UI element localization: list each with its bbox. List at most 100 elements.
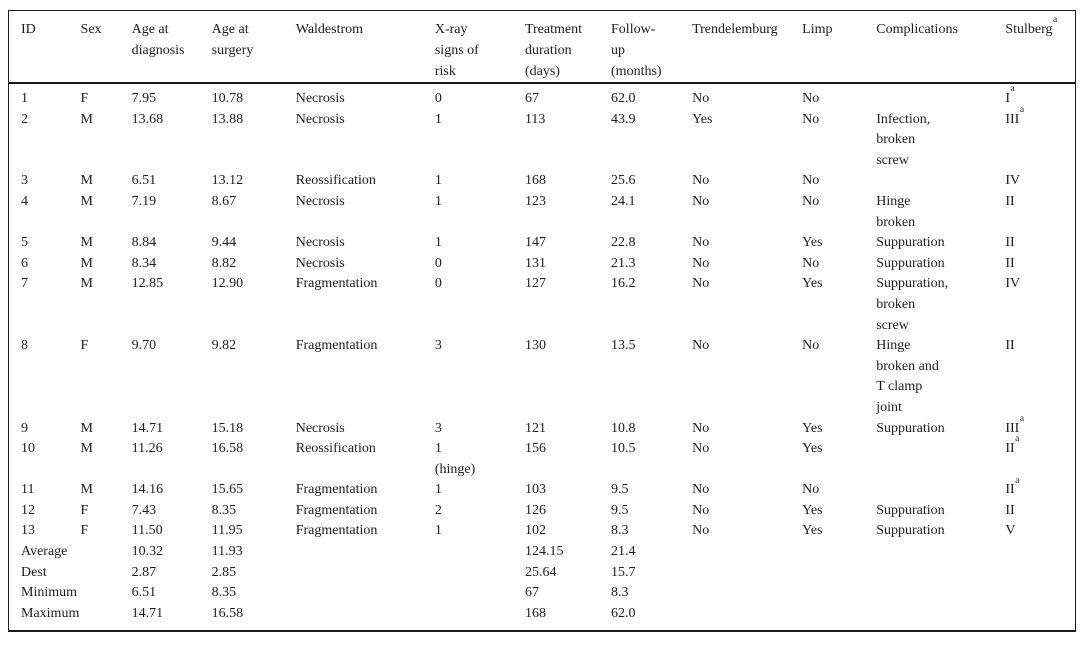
- cell-age-diagnosis: 7.95: [120, 83, 200, 110]
- cell-id: Dest: [9, 563, 69, 584]
- cell-duration: 127: [513, 274, 599, 336]
- cell-sex-label: M: [80, 441, 93, 457]
- cell-age-surgery-label: 10.78: [211, 91, 244, 106]
- cell-sex: M: [69, 233, 120, 254]
- cell-trendelemburg-label: No: [692, 276, 710, 292]
- cell-waldestrom: [284, 583, 423, 604]
- cell-age-surgery: 9.44: [200, 233, 284, 254]
- cell-duration-label: 102: [524, 523, 546, 539]
- cell-age-surgery: 13.12: [200, 171, 284, 192]
- cell-complications: Suppuration: [864, 254, 993, 275]
- cell-duration: 126: [513, 501, 599, 522]
- cell-trendelemburg-label: No: [692, 91, 710, 106]
- superscript-a-marker: a: [1015, 475, 1020, 486]
- column-header-stulberg: Stulberga: [993, 10, 1076, 84]
- cell-age-diagnosis-label: 7.43: [131, 502, 157, 518]
- cell-trendelemburg: No: [680, 336, 790, 418]
- cell-stulberg-label: II: [1005, 482, 1015, 498]
- cell-limp: Yes: [790, 501, 864, 522]
- cell-trendelemburg-label: No: [692, 441, 710, 457]
- cell-followup-label: 8.3: [611, 523, 629, 539]
- cell-trendelemburg-label: No: [692, 173, 710, 189]
- cell-id: 10: [9, 439, 69, 480]
- cell-stulberg: [993, 604, 1075, 632]
- table-row: 8 F 9.70 9.82 Fragmentation 3 130 13.5 No No Hinge…: [9, 336, 1076, 418]
- cell-trendelemburg: [680, 583, 790, 604]
- cell-waldestrom-label: Fragmentation: [295, 482, 378, 498]
- cell-duration-label: 147: [524, 235, 546, 251]
- cell-sex-label: F: [80, 338, 89, 354]
- cell-age-diagnosis-label: 11.26: [131, 441, 163, 457]
- cell-age-surgery-label: 16.58: [211, 605, 244, 621]
- cell-duration-label: 113: [524, 111, 546, 127]
- cell-trendelemburg-label: No: [692, 193, 710, 209]
- cell-id-label: Dest: [21, 564, 47, 580]
- cell-sex-label: M: [80, 173, 93, 189]
- table-row: 13 F 11.50 11.95 Fragmentation 1 102 8.3 No Yes Su…: [9, 521, 1076, 542]
- cell-waldestrom-label: Fragmentation: [295, 338, 378, 354]
- cell-age-surgery: 9.82: [200, 336, 284, 418]
- cell-id-label: 6: [21, 255, 28, 271]
- cell-age-diagnosis: 12.85: [120, 274, 200, 336]
- cell-sex: F: [69, 336, 120, 418]
- cell-age-surgery-label: 11.95: [211, 523, 243, 539]
- cell-followup-label: 13.5: [611, 338, 636, 354]
- cell-followup: 8.3: [599, 583, 680, 604]
- cell-limp: Yes: [790, 521, 864, 542]
- cell-complications: [864, 439, 993, 480]
- cell-sex-label: M: [80, 235, 93, 251]
- column-header-age-diagnosis: Age at diagnosis: [119, 10, 200, 84]
- cell-limp-label: Yes: [802, 523, 823, 539]
- cell-trendelemburg: No: [680, 233, 790, 254]
- cell-xray-risk: 1: [423, 521, 513, 542]
- cell-complications: [864, 563, 993, 584]
- cell-age-surgery: 11.95: [200, 521, 284, 542]
- cell-id-label: 10: [21, 441, 35, 457]
- cell-waldestrom-label: Necrosis: [295, 420, 345, 436]
- cell-xray-risk-label: 1: [434, 482, 442, 498]
- cell-waldestrom-label: Necrosis: [295, 235, 345, 251]
- cell-stulberg: IV: [993, 274, 1075, 336]
- cell-id: 6: [9, 254, 69, 275]
- cell-waldestrom: Necrosis: [284, 419, 423, 440]
- cell-waldestrom: [284, 563, 423, 584]
- cell-age-diagnosis-label: 6.51: [131, 173, 157, 189]
- cell-age-diagnosis-label: 2.87: [131, 564, 157, 580]
- cell-sex: [69, 542, 120, 563]
- cell-sex-label: F: [80, 523, 89, 539]
- column-header-sex-label: Sex: [80, 22, 102, 37]
- cell-trendelemburg: Yes: [680, 110, 790, 172]
- cell-limp-label: Yes: [802, 502, 823, 518]
- cell-limp-label: No: [802, 91, 820, 106]
- cell-sex-label: F: [80, 91, 89, 106]
- cell-stulberg-label: II: [1005, 255, 1015, 271]
- cell-complications: [864, 171, 993, 192]
- cell-id: 5: [9, 233, 69, 254]
- cell-waldestrom: [284, 542, 423, 563]
- table-row: 9 M 14.71 15.18 Necrosis 3 121 10.8 No Yes Suppura…: [9, 414, 1076, 440]
- cell-age-surgery: 8.82: [200, 254, 284, 275]
- cell-id: 4: [9, 192, 69, 233]
- cell-waldestrom: Fragmentation: [284, 336, 423, 418]
- cell-sex: [69, 563, 120, 584]
- table-row: 12 F 7.43 8.35 Fragmentation 2 126 9.5 No Yes Supp…: [9, 501, 1076, 522]
- cell-age-diagnosis-label: 8.84: [131, 235, 157, 251]
- cell-id-label: Minimum: [21, 585, 78, 601]
- cell-waldestrom: Fragmentation: [284, 274, 423, 336]
- cell-trendelemburg-label: No: [692, 523, 710, 539]
- cell-age-diagnosis-label: 12.85: [131, 276, 164, 292]
- column-header-limp-label: Limp: [802, 22, 833, 37]
- cell-duration-label: 131: [524, 255, 546, 271]
- cell-duration: 113: [513, 110, 599, 172]
- cell-complications: Hinge broken: [864, 192, 993, 233]
- cell-limp: Yes: [790, 439, 864, 480]
- cell-followup: 25.6: [599, 171, 680, 192]
- cell-age-diagnosis: 8.84: [120, 233, 200, 254]
- cell-duration: 156: [513, 439, 599, 480]
- cell-complications: Hinge broken and T clamp joint: [864, 336, 993, 418]
- cell-limp-label: No: [802, 338, 820, 354]
- cell-limp-label: No: [802, 193, 820, 209]
- cell-waldestrom-label: Necrosis: [295, 111, 345, 127]
- cell-sex: M: [69, 171, 120, 192]
- cell-waldestrom: Reossification: [284, 171, 423, 192]
